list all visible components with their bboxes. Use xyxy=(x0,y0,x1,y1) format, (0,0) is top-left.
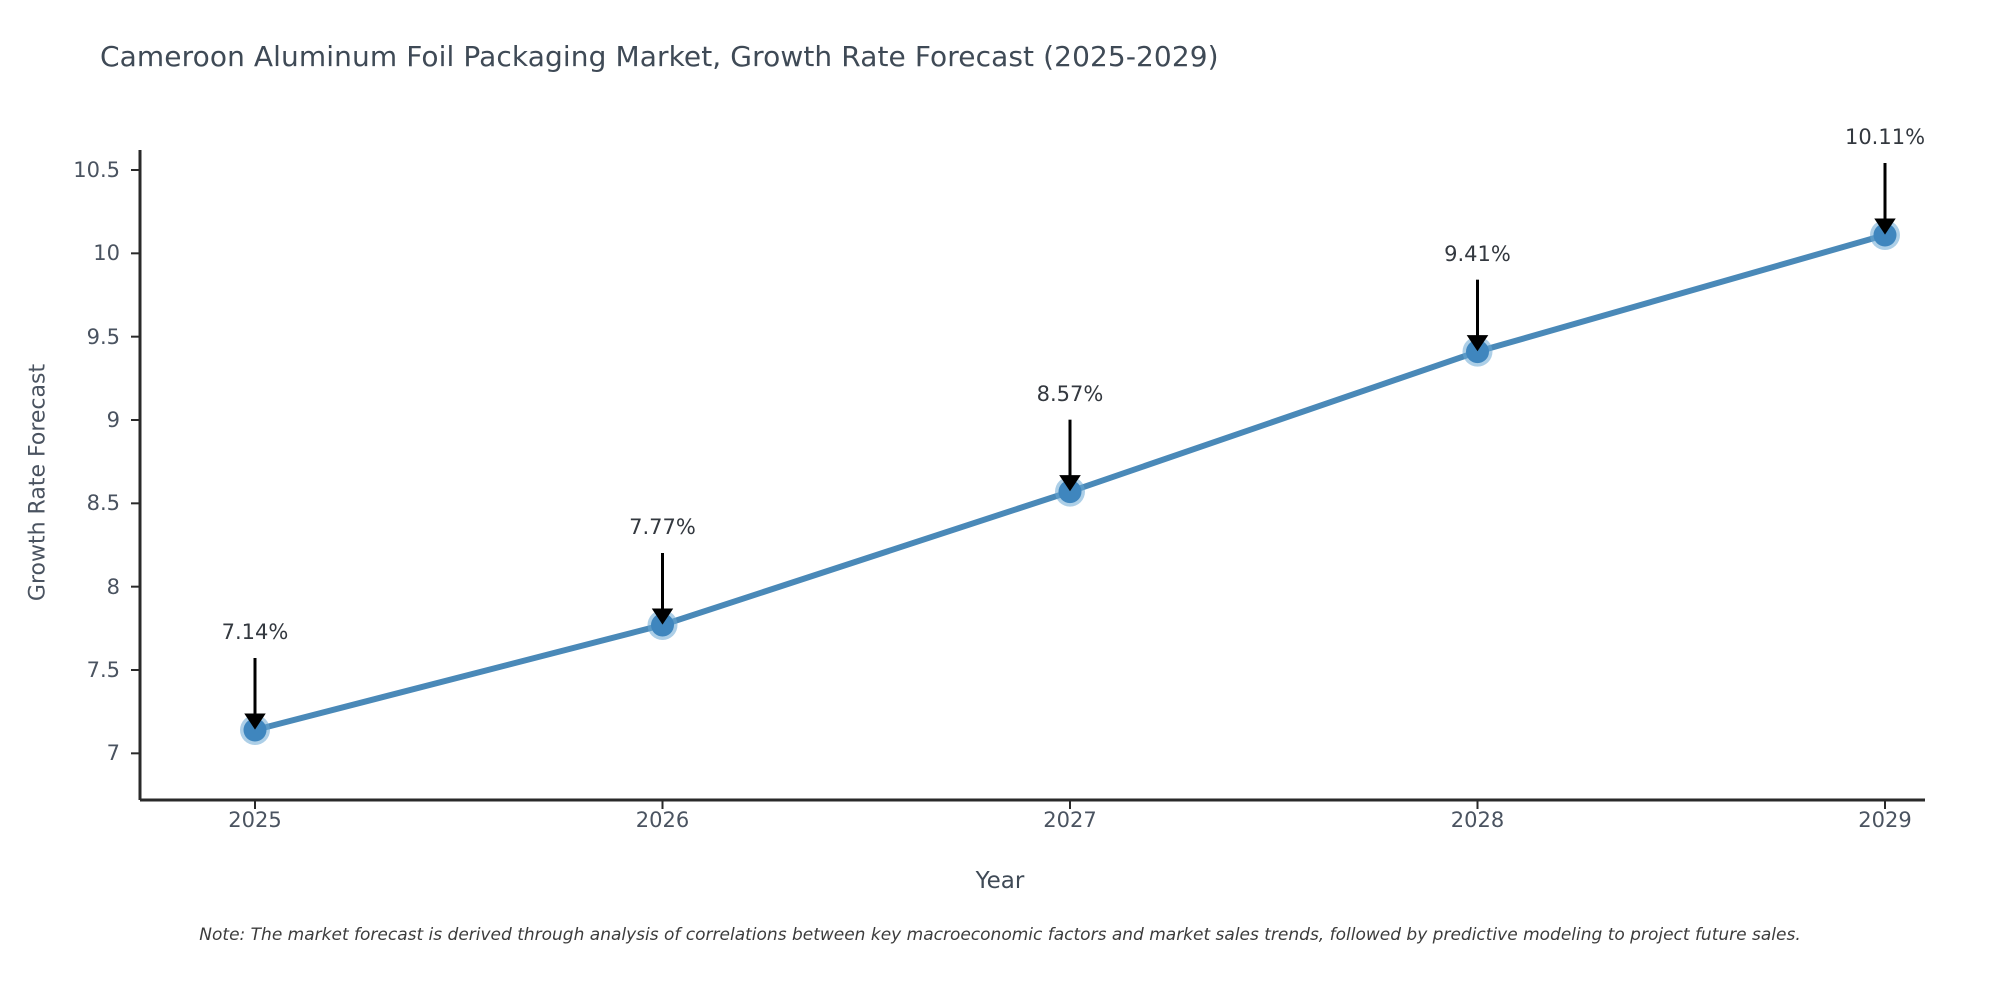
series-marker xyxy=(1058,480,1082,504)
y-axis-ticks xyxy=(131,169,140,755)
x-axis-tick-label: 2026 xyxy=(635,808,690,832)
x-axis-tick-label: 2027 xyxy=(1043,808,1097,832)
series-marker xyxy=(1873,223,1897,247)
data-point-label: 7.77% xyxy=(629,515,696,539)
y-axis-tick-label: 10 xyxy=(93,241,120,266)
chart-title: Cameroon Aluminum Foil Packaging Market,… xyxy=(100,40,1219,73)
y-axis-title: Growth Rate Forecast xyxy=(25,363,51,602)
y-axis-tick-label: 9 xyxy=(106,408,120,432)
y-axis-tick-label: 7.5 xyxy=(86,658,120,682)
data-point-label: 9.41% xyxy=(1444,241,1511,266)
annotation-arrows xyxy=(244,163,1896,730)
y-axis-tick-label: 9.5 xyxy=(86,324,120,349)
x-axis-title: Year xyxy=(975,868,1025,894)
series-markers xyxy=(240,220,1900,745)
data-point-label: 8.57% xyxy=(1036,381,1104,406)
series-marker xyxy=(1466,340,1489,364)
chart-footnote: Note: The market forecast is derived thr… xyxy=(199,925,1801,945)
series-marker xyxy=(651,613,674,637)
series-marker xyxy=(243,718,267,742)
y-axis-tick-label: 7 xyxy=(106,741,120,766)
x-axis-tick-label: 2025 xyxy=(228,808,282,832)
y-axis-tick-label: 8 xyxy=(106,574,120,599)
x-axis-tick-label: 2028 xyxy=(1450,808,1505,832)
y-axis-tick-label: 10.5 xyxy=(73,158,120,182)
x-axis-tick-label: 2029 xyxy=(1858,808,1912,832)
x-axis-ticks xyxy=(254,800,1886,809)
y-axis-tick-label: 8.5 xyxy=(86,491,120,516)
data-point-label: 7.14% xyxy=(221,620,289,644)
data-point-label: 10.11% xyxy=(1844,125,1926,149)
